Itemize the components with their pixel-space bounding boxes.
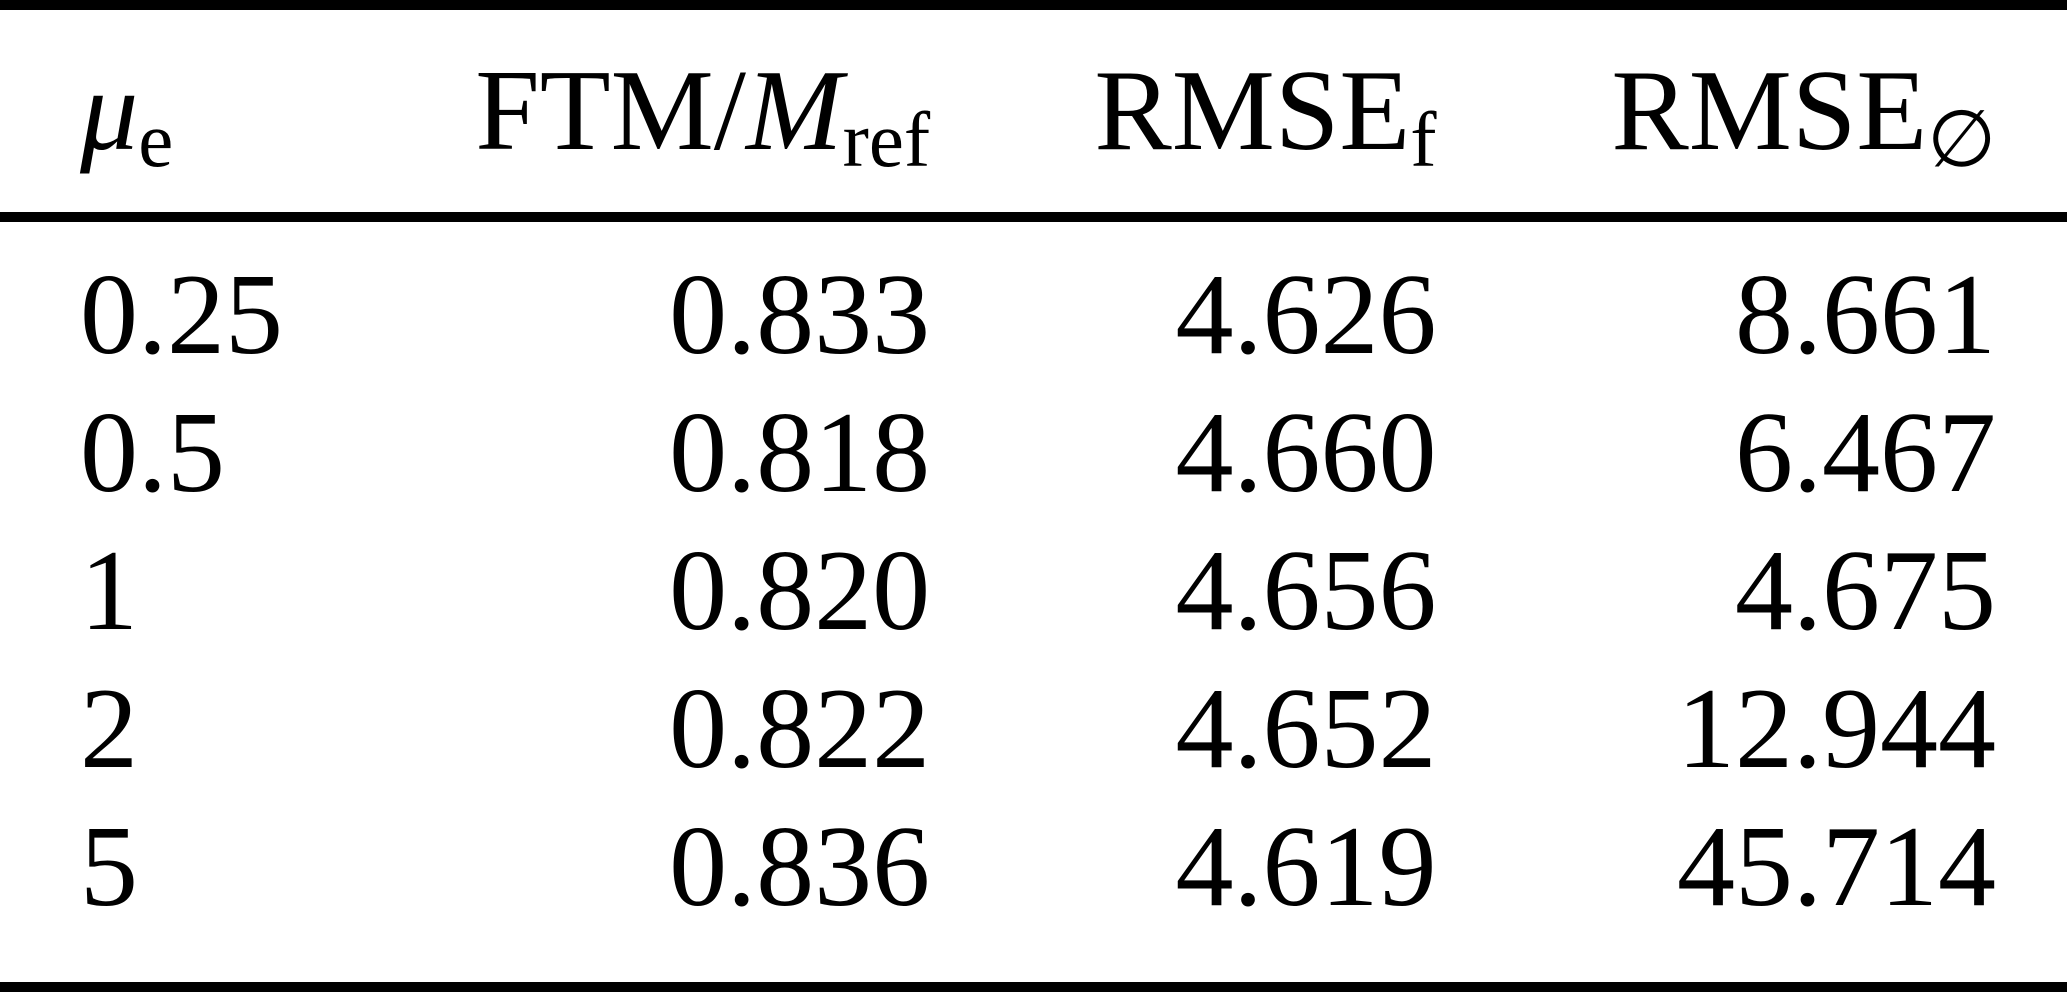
cell-rmse-avg: 45.714: [1677, 803, 1996, 931]
table-row: 5 0.836 4.619 45.714: [0, 798, 2067, 987]
cell-ftm: 0.833: [669, 251, 931, 379]
rmse-f-label: RMSE: [1094, 46, 1411, 175]
rmse-avg-label: RMSE: [1611, 46, 1928, 175]
cell-mu: 5: [80, 803, 138, 931]
cell-ftm: 0.822: [669, 665, 931, 793]
table-row: 2 0.822 4.652 12.944: [0, 660, 2067, 798]
header-rmse-avg: RMSE∅: [1437, 5, 2067, 217]
ftm-label: FTM/: [475, 46, 746, 175]
cell-rmse-avg: 6.467: [1735, 389, 1996, 517]
cell-rmse-avg: 8.661: [1735, 251, 1996, 379]
rmse-avg-subscript: ∅: [1927, 96, 1996, 184]
cell-mu: 0.25: [80, 251, 283, 379]
cell-rmse-avg: 4.675: [1735, 527, 1996, 655]
rmse-f-subscript: f: [1410, 96, 1437, 184]
cell-rmse-f: 4.656: [1175, 527, 1437, 655]
cell-ftm: 0.836: [669, 803, 931, 931]
cell-mu: 2: [80, 665, 138, 793]
cell-rmse-f: 4.660: [1175, 389, 1437, 517]
mu-subscript: e: [138, 96, 174, 184]
header-ftm-mref: FTM/Mref: [413, 5, 930, 217]
cell-mu: 0.5: [80, 389, 225, 517]
mref-variable: M: [745, 46, 843, 175]
mu-symbol: μ: [80, 46, 139, 175]
cell-rmse-avg: 12.944: [1677, 665, 1996, 793]
mref-subscript: ref: [842, 96, 931, 184]
cell-rmse-f: 4.652: [1175, 665, 1437, 793]
cell-rmse-f: 4.619: [1175, 803, 1437, 931]
table-header-row: μe FTM/Mref RMSEf RMSE∅: [0, 5, 2067, 217]
table-row: 1 0.820 4.656 4.675: [0, 522, 2067, 660]
table-row: 0.25 0.833 4.626 8.661: [0, 217, 2067, 384]
cell-ftm: 0.818: [669, 389, 931, 517]
header-mu-e: μe: [0, 5, 413, 217]
cell-ftm: 0.820: [669, 527, 931, 655]
cell-rmse-f: 4.626: [1175, 251, 1437, 379]
header-rmse-f: RMSEf: [930, 5, 1436, 217]
cell-mu: 1: [80, 527, 138, 655]
table-body: 0.25 0.833 4.626 8.661 0.5 0.818 4.660 6…: [0, 217, 2067, 987]
table-row: 0.5 0.818 4.660 6.467: [0, 384, 2067, 522]
